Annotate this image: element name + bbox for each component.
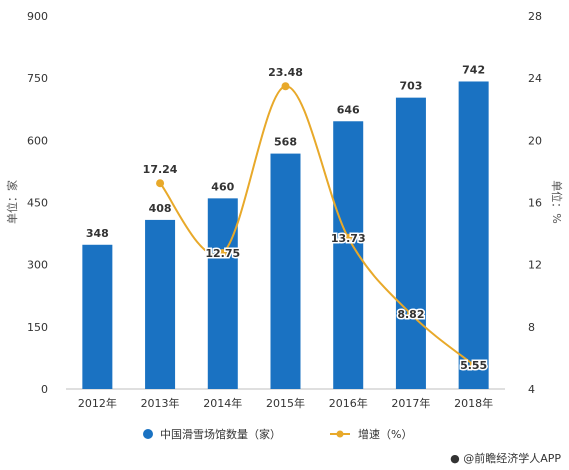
line-value-label: 12.75	[205, 247, 240, 260]
right-tick-label: 20	[528, 134, 542, 147]
line-point	[218, 249, 227, 258]
bar	[395, 97, 426, 389]
right-axis-ticks: 4 8 12 16 20 24 28	[528, 10, 542, 396]
right-tick-label: 28	[528, 10, 542, 23]
right-tick-label: 8	[528, 321, 535, 334]
line-value-label: 23.48	[268, 66, 303, 79]
user-icon: ●	[450, 452, 460, 465]
line-value-label: 5.55	[460, 359, 487, 372]
growth-line	[159, 85, 475, 366]
x-tick-label: 2015年	[266, 396, 305, 410]
left-axis-ticks: 0 150 300 450 600 750 900	[27, 10, 48, 396]
line-point	[156, 179, 165, 188]
bar-value-label: 568	[274, 136, 297, 149]
x-tick-label: 2017年	[391, 396, 430, 410]
legend-bar-label: 中国滑雪场馆数量（家）	[160, 427, 281, 441]
x-tick-label: 2013年	[141, 396, 180, 410]
left-tick-label: 150	[27, 321, 48, 334]
line-series: 17.24 12.75 23.48 13.73 8.82 5.55	[141, 65, 489, 374]
left-axis-title: 单位：家	[5, 180, 19, 224]
right-tick-label: 12	[528, 259, 542, 272]
bar-value-label: 742	[462, 63, 485, 76]
left-tick-label: 900	[27, 10, 48, 23]
line-point	[406, 310, 415, 319]
bar	[82, 244, 113, 389]
left-tick-label: 600	[27, 134, 48, 147]
line-value-label: 17.24	[143, 163, 178, 176]
bar-value-label: 460	[211, 180, 234, 193]
legend: 中国滑雪场馆数量（家） 增速（%）	[143, 427, 412, 441]
legend-bar-swatch	[143, 429, 153, 439]
bar-value-label: 348	[86, 227, 109, 240]
bar-value-label: 703	[399, 80, 422, 93]
line-point	[281, 82, 290, 91]
x-tick-label: 2018年	[454, 396, 493, 410]
brand-footer: ● @前瞻经济学人APP	[450, 450, 561, 466]
left-tick-label: 0	[41, 383, 48, 396]
line-point	[344, 233, 353, 242]
line-value-label: 8.82	[397, 308, 424, 321]
right-tick-label: 4	[528, 383, 535, 396]
x-axis-ticks: 2012年 2013年 2014年 2015年 2016年 2017年 2018年	[78, 396, 493, 410]
legend-line-label: 增速（%）	[358, 427, 412, 441]
bar	[270, 153, 301, 389]
left-tick-label: 300	[27, 259, 48, 272]
bar-value-label: 646	[337, 103, 360, 116]
bar	[207, 198, 238, 389]
line-point	[469, 360, 478, 369]
bar	[458, 81, 489, 389]
x-tick-label: 2016年	[329, 396, 368, 410]
x-tick-label: 2012年	[78, 396, 117, 410]
left-tick-label: 450	[27, 197, 48, 210]
right-tick-label: 24	[528, 72, 542, 85]
right-tick-label: 16	[528, 197, 542, 210]
bar-value-label: 408	[149, 202, 172, 215]
right-axis-title: 单位：%	[550, 180, 564, 223]
bar-series: 348 408 460 568 646 703 742	[82, 63, 489, 389]
left-tick-label: 750	[27, 72, 48, 85]
x-tick-label: 2014年	[203, 396, 242, 410]
bar	[145, 219, 176, 389]
brand-text: @前瞻经济学人APP	[463, 452, 561, 465]
legend-line-marker	[336, 430, 344, 438]
line-value-label: 13.73	[331, 232, 366, 245]
